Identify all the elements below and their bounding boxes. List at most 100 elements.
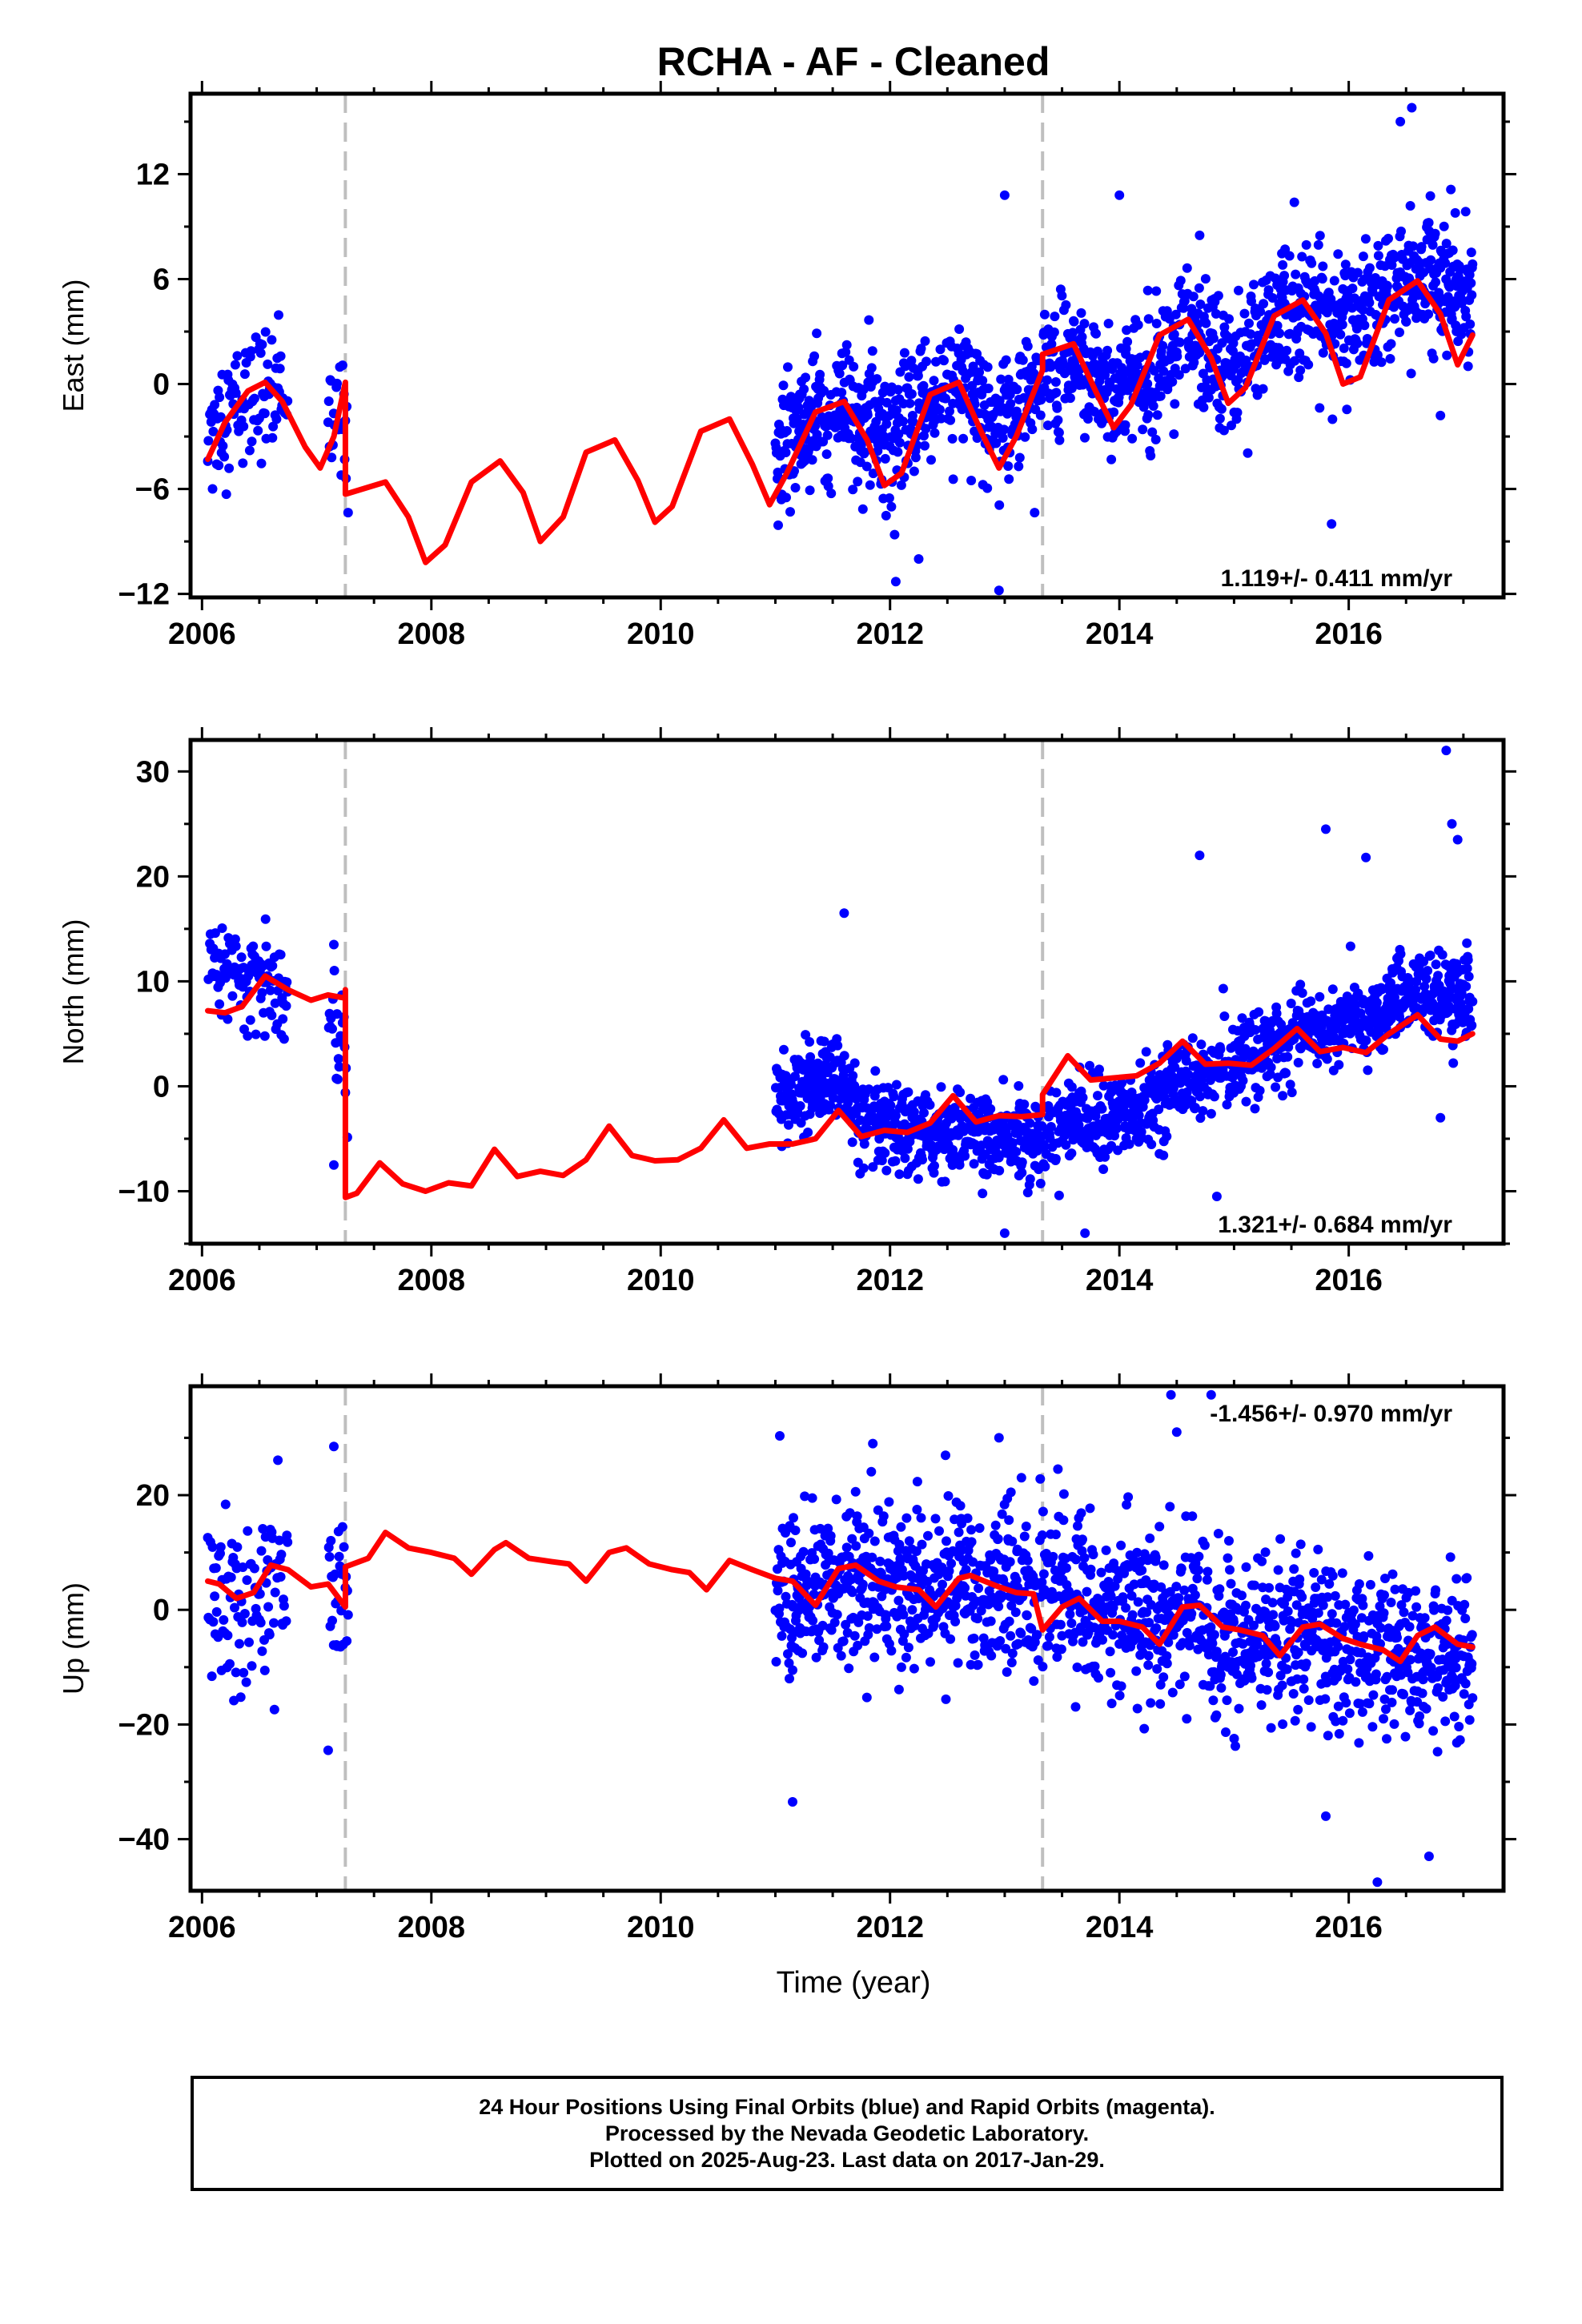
data-point: [784, 1120, 793, 1130]
data-point: [881, 1621, 892, 1631]
data-point: [1379, 1590, 1389, 1600]
data-point: [1327, 1570, 1338, 1581]
data-point: [1158, 1560, 1169, 1570]
data-point: [1259, 299, 1269, 309]
data-point: [1379, 1044, 1388, 1055]
data-point: [1038, 1662, 1048, 1672]
data-point: [1283, 1606, 1293, 1616]
data-point: [1155, 391, 1166, 401]
data-point: [837, 360, 848, 371]
data-point: [1455, 264, 1465, 275]
data-point: [1222, 1695, 1232, 1706]
data-point: [1036, 395, 1046, 405]
data-point: [930, 1514, 941, 1524]
data-point: [1216, 1683, 1227, 1693]
data-point: [1334, 1729, 1344, 1739]
data-point: [822, 430, 833, 440]
data-point: [900, 361, 910, 372]
data-point: [1011, 1147, 1022, 1157]
data-point: [1123, 1492, 1134, 1502]
data-point: [1223, 1553, 1233, 1563]
data-point: [1096, 1567, 1106, 1578]
data-point: [1241, 356, 1251, 365]
data-point: [793, 403, 804, 413]
data-point: [1106, 1590, 1116, 1601]
data-point: [1282, 1664, 1292, 1675]
data-point: [218, 440, 228, 451]
data-point: [1234, 285, 1243, 296]
x-tick-label: 2010: [627, 617, 695, 651]
data-point: [1257, 1556, 1267, 1566]
data-point: [1203, 1566, 1213, 1577]
data-point: [1379, 1608, 1389, 1618]
y-tick-label: 12: [136, 158, 170, 191]
data-point: [1390, 992, 1399, 1003]
data-point: [907, 1605, 917, 1615]
data-point: [1168, 1084, 1178, 1094]
data-point: [1227, 420, 1236, 431]
data-point: [1237, 1013, 1247, 1023]
data-point: [773, 520, 783, 530]
data-point: [983, 384, 994, 393]
data-point: [1116, 1681, 1126, 1691]
data-point: [1215, 1584, 1225, 1594]
data-point: [1257, 1063, 1267, 1073]
data-point: [1467, 1630, 1477, 1640]
data-point: [868, 468, 878, 479]
data-point: [1277, 1680, 1287, 1691]
data-point: [1330, 1590, 1340, 1601]
data-point: [1208, 1695, 1219, 1706]
data-point: [210, 400, 220, 410]
outlier-point: [329, 1441, 339, 1452]
data-point: [1105, 1647, 1115, 1657]
data-point: [268, 421, 279, 432]
data-point: [890, 1156, 901, 1166]
data-point: [1187, 1511, 1198, 1522]
data-point: [886, 501, 897, 512]
data-point: [1333, 1701, 1343, 1711]
data-point: [1440, 1716, 1451, 1727]
data-point: [940, 1176, 950, 1187]
data-point: [1458, 1017, 1468, 1027]
data-point: [1447, 245, 1458, 255]
data-point: [1460, 1599, 1470, 1610]
data-point: [865, 480, 875, 490]
data-point: [1317, 274, 1327, 284]
data-point: [1004, 1616, 1014, 1626]
data-point: [1131, 1666, 1142, 1676]
data-point: [217, 923, 227, 933]
data-point: [1251, 1025, 1260, 1035]
data-point: [797, 1648, 808, 1659]
data-point: [1050, 312, 1060, 322]
data-point: [790, 1072, 800, 1082]
data-point: [1174, 1593, 1184, 1603]
data-point: [1331, 1618, 1342, 1628]
data-point: [853, 1617, 864, 1627]
data-point: [921, 424, 931, 434]
outlier-point: [323, 1745, 333, 1755]
data-point: [327, 1023, 337, 1034]
data-point: [894, 1169, 905, 1180]
data-point: [1448, 1058, 1459, 1068]
data-point: [1229, 1734, 1239, 1743]
data-point: [1262, 1685, 1272, 1695]
data-point: [274, 1535, 284, 1546]
data-point: [1049, 327, 1059, 337]
data-point: [1340, 1599, 1351, 1610]
data-point: [1335, 996, 1346, 1007]
data-point: [966, 476, 977, 485]
data-point: [1359, 1631, 1369, 1641]
data-point: [878, 1511, 889, 1522]
data-point: [958, 433, 969, 444]
footer-line-3: Plotted on 2025-Aug-23. Last data on 201…: [589, 2147, 1105, 2172]
data-point: [1455, 1735, 1465, 1745]
data-point: [1382, 1734, 1391, 1744]
data-point: [267, 961, 278, 971]
data-point: [256, 458, 267, 468]
data-point: [1053, 415, 1063, 425]
rate-annotation: 1.321+/- 0.684 mm/yr: [1218, 1212, 1452, 1238]
data-point: [785, 1674, 794, 1684]
data-point: [1382, 1671, 1392, 1682]
data-point: [904, 1536, 914, 1546]
